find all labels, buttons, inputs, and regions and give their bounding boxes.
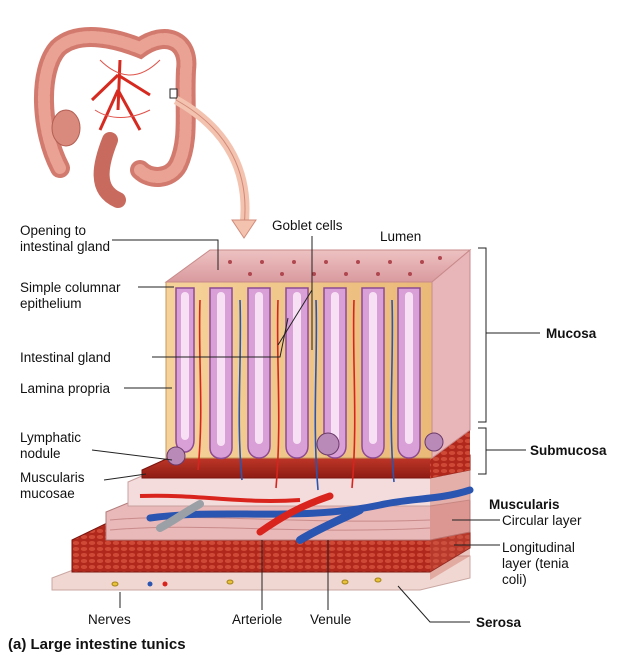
label-lamina-propria: Lamina propria <box>20 381 111 396</box>
label-mucosa: Mucosa <box>546 326 597 341</box>
label-opening-to-gland: Opening to intestinal gland <box>20 223 111 254</box>
label-longitudinal-layer: Longitudinal layer (tenia coli) <box>502 540 575 587</box>
leader-lines <box>91 236 540 623</box>
label-lymphatic-nodule: Lymphatic nodule <box>20 430 82 461</box>
label-serosa: Serosa <box>476 615 522 630</box>
label-venule: Venule <box>310 612 352 627</box>
label-muscularis-mucosae: Muscularis mucosae <box>20 470 85 501</box>
label-lumen: Lumen <box>380 229 422 244</box>
figure-caption: (a) Large intestine tunics <box>8 636 186 653</box>
label-muscularis: Muscularis <box>489 497 560 512</box>
label-submucosa: Submucosa <box>530 443 607 458</box>
arrow-icon <box>231 219 257 239</box>
label-circular-layer: Circular layer <box>502 513 582 528</box>
inset-marker <box>169 88 178 99</box>
label-goblet-cells: Goblet cells <box>272 218 343 233</box>
tissue-block <box>51 248 474 591</box>
label-arteriole: Arteriole <box>232 612 283 627</box>
label-intestinal-gland: Intestinal gland <box>20 350 111 365</box>
label-simple-columnar-epithelium: Simple columnar epithelium <box>20 280 121 311</box>
label-nerves: Nerves <box>88 612 131 627</box>
colon-illustration <box>34 27 257 239</box>
